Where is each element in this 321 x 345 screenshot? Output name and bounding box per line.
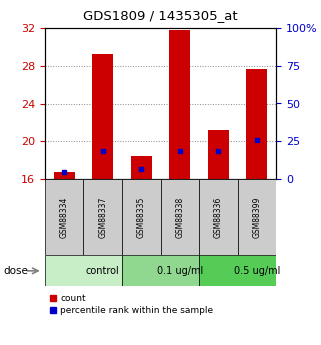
Bar bbox=[45, 179, 83, 255]
Legend: count, percentile rank within the sample: count, percentile rank within the sample bbox=[49, 294, 213, 315]
Bar bbox=[208, 130, 229, 179]
Bar bbox=[238, 179, 276, 255]
Bar bbox=[92, 54, 113, 179]
Bar bbox=[122, 255, 199, 286]
Text: 0.5 ug/ml: 0.5 ug/ml bbox=[234, 266, 280, 276]
Text: 0.1 ug/ml: 0.1 ug/ml bbox=[157, 266, 203, 276]
Bar bbox=[131, 156, 152, 179]
Bar bbox=[45, 255, 122, 286]
Text: GSM88334: GSM88334 bbox=[60, 197, 69, 238]
Text: control: control bbox=[86, 266, 120, 276]
Bar bbox=[199, 179, 238, 255]
Text: GSM88335: GSM88335 bbox=[137, 197, 146, 238]
Text: dose: dose bbox=[3, 266, 28, 276]
Bar bbox=[54, 172, 75, 179]
Bar bbox=[169, 30, 190, 179]
Bar bbox=[83, 179, 122, 255]
Text: GSM88399: GSM88399 bbox=[252, 197, 261, 238]
Text: GSM88336: GSM88336 bbox=[214, 197, 223, 238]
Text: GSM88338: GSM88338 bbox=[175, 197, 184, 238]
Bar bbox=[246, 69, 267, 179]
Text: GDS1809 / 1435305_at: GDS1809 / 1435305_at bbox=[83, 9, 238, 22]
Bar bbox=[199, 255, 276, 286]
Bar bbox=[160, 179, 199, 255]
Bar bbox=[122, 179, 160, 255]
Text: GSM88337: GSM88337 bbox=[98, 197, 107, 238]
